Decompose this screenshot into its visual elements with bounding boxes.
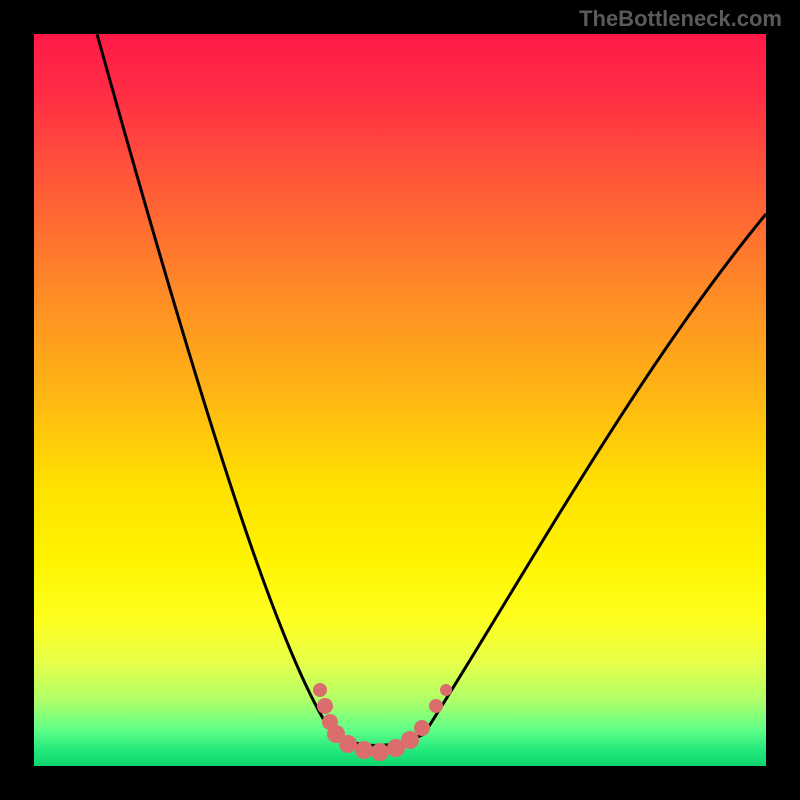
data-marker [313, 683, 327, 697]
plot-background [34, 34, 766, 766]
data-marker [401, 731, 419, 749]
data-marker [414, 720, 430, 736]
data-marker [429, 699, 443, 713]
data-marker [317, 698, 333, 714]
data-marker [355, 741, 373, 759]
data-marker [440, 684, 452, 696]
bottleneck-chart [34, 34, 766, 766]
data-marker [339, 735, 357, 753]
watermark-text: TheBottleneck.com [579, 6, 782, 32]
data-marker [371, 743, 389, 761]
